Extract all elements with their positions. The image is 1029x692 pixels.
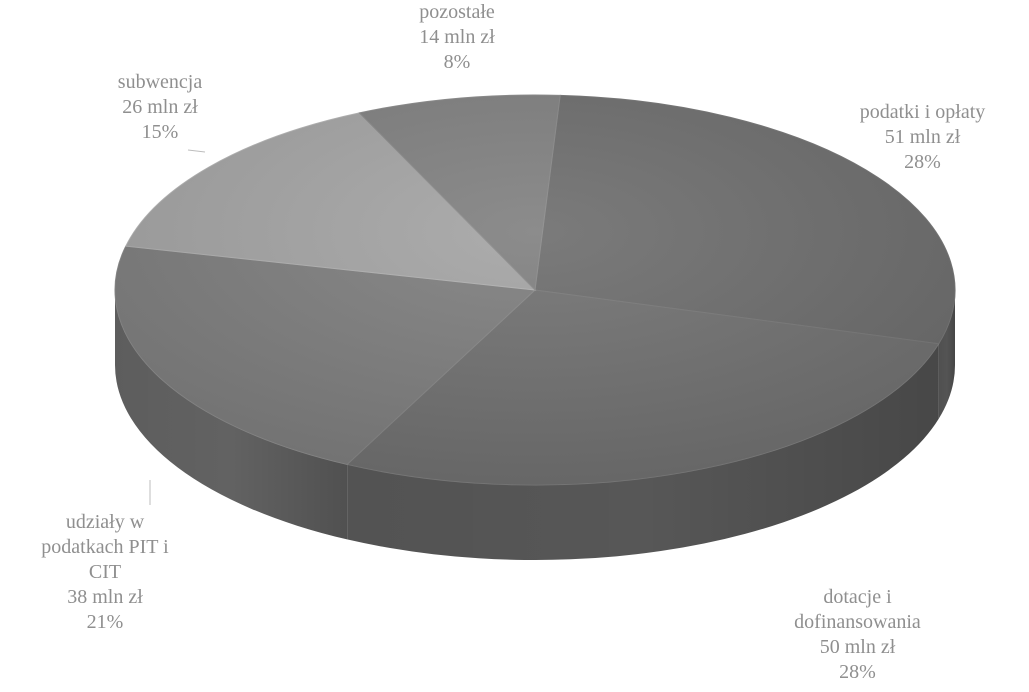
slice-name: podatki i opłaty [859,101,986,123]
slice-value: 51 mln zł [884,126,961,148]
slice-percent: 8% [443,51,471,73]
slice-name-line: dofinansowania [794,611,921,633]
leader-line [187,149,206,153]
slice-percent: 28% [904,151,941,173]
slice-value: 38 mln zł [67,586,143,608]
slice-name-line: CIT [88,561,122,583]
label-pozostale: pozostałe 14 mln zł 8% [392,0,522,75]
slice-name-line: udziały w [65,511,145,533]
slice-percent: 15% [141,121,179,143]
slice-name-line: dotacje i [823,586,892,608]
pie-side-shade-dotacje [347,343,939,560]
label-subwencja: subwencja 26 mln zł 15% [90,70,230,145]
label-podatki-i-oplaty: podatki i opłaty 51 mln zł 28% [820,100,1025,175]
slice-name: subwencja [117,71,203,93]
slice-value: 50 mln zł [819,636,896,658]
label-udzialy-w-podatkach: udziały w podatkach PIT i CIT 38 mln zł … [0,510,210,635]
slice-name: pozostałe [419,1,495,23]
slice-value: 26 mln zł [122,96,198,118]
slice-percent: 28% [839,661,876,683]
slice-name-line: podatkach PIT i [41,536,169,558]
label-dotacje-i-dofinansowania: dotacje i dofinansowania 50 mln zł 28% [750,585,965,685]
leader-lines [149,149,206,505]
slice-value: 14 mln zł [419,26,495,48]
slice-percent: 21% [86,611,124,633]
